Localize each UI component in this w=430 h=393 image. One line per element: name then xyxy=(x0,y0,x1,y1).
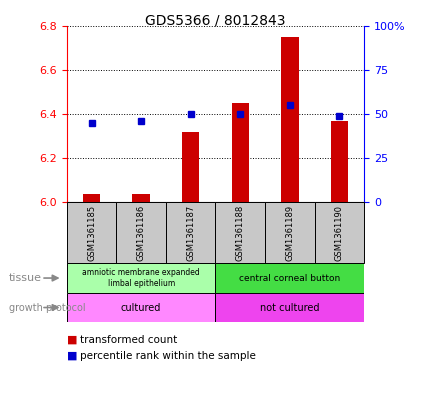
Text: GSM1361190: GSM1361190 xyxy=(334,205,343,261)
Text: GSM1361187: GSM1361187 xyxy=(186,205,195,261)
Bar xyxy=(132,193,150,202)
Bar xyxy=(280,37,298,202)
Bar xyxy=(166,202,215,263)
Text: ■: ■ xyxy=(67,351,77,361)
Text: GDS5366 / 8012843: GDS5366 / 8012843 xyxy=(145,14,285,28)
Text: ■: ■ xyxy=(67,335,77,345)
Bar xyxy=(215,293,363,322)
Text: GSM1361186: GSM1361186 xyxy=(136,205,145,261)
Text: amniotic membrane expanded
limbal epithelium: amniotic membrane expanded limbal epithe… xyxy=(82,268,200,288)
Text: tissue: tissue xyxy=(9,273,42,283)
Bar xyxy=(215,263,363,293)
Text: transformed count: transformed count xyxy=(80,335,177,345)
Bar xyxy=(116,202,166,263)
Bar xyxy=(231,103,249,202)
Bar xyxy=(181,132,199,202)
Text: GSM1361189: GSM1361189 xyxy=(285,205,294,261)
Bar xyxy=(330,121,347,202)
Bar xyxy=(215,202,264,263)
Bar xyxy=(264,202,314,263)
Text: GSM1361188: GSM1361188 xyxy=(235,205,244,261)
Bar xyxy=(314,202,363,263)
Text: not cultured: not cultured xyxy=(259,303,319,312)
Bar xyxy=(67,263,215,293)
Text: cultured: cultured xyxy=(121,303,161,312)
Text: percentile rank within the sample: percentile rank within the sample xyxy=(80,351,255,361)
Text: growth protocol: growth protocol xyxy=(9,303,85,312)
Bar xyxy=(67,202,116,263)
Bar xyxy=(83,193,100,202)
Bar xyxy=(67,293,215,322)
Text: central corneal button: central corneal button xyxy=(239,274,340,283)
Text: GSM1361185: GSM1361185 xyxy=(87,205,96,261)
